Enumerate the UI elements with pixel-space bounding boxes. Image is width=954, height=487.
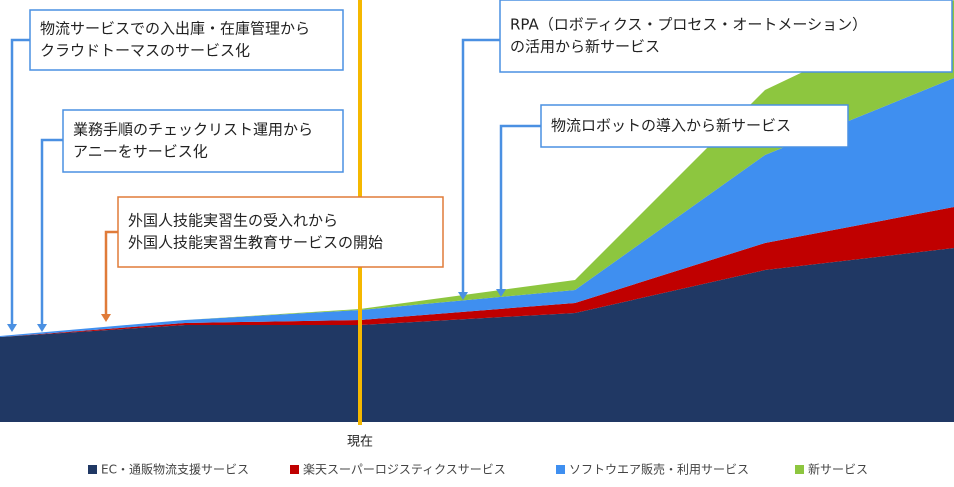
annotation-arrow — [499, 124, 541, 291]
legend-swatch — [88, 465, 97, 474]
annotation-box — [117, 196, 444, 268]
legend-swatch — [556, 465, 565, 474]
legend-label: EC・通販物流支援サービス — [101, 463, 249, 477]
annotation-text: 外国人技能実習生教育サービスの開始 — [128, 234, 383, 252]
area-series — [0, 207, 954, 337]
arrow-head — [496, 289, 506, 297]
annotation-text: 外国人技能実習生の受入れから — [128, 212, 338, 230]
annotation-text: の活用から新サービス — [510, 38, 660, 56]
annotation-box — [29, 9, 344, 71]
arrow-head — [101, 314, 111, 322]
annotation-text: 物流ロボットの導入から新サービス — [551, 117, 791, 135]
annotation-text: 物流サービスでの入出庫・在庫管理から — [40, 20, 310, 38]
annotation-arrow — [104, 230, 118, 316]
legend-swatch — [290, 465, 299, 474]
annotation-text: クラウドトーマスのサービス化 — [40, 42, 250, 60]
now-label: 現在 — [347, 435, 373, 450]
annotation-text: 業務手順のチェックリスト運用から — [73, 121, 313, 139]
arrow-head — [37, 324, 47, 332]
legend: EC・通販物流支援サービス 楽天スーパーロジスティクスサービス ソフトウエア販売・利… — [88, 462, 868, 477]
annotation-arrow — [10, 38, 30, 326]
annotation-text: RPA（ロボティクス・プロセス・オートメーション） — [510, 16, 867, 34]
legend-swatch — [795, 465, 804, 474]
legend-label: 新サービス — [808, 462, 868, 477]
annotation-arrow — [40, 138, 63, 326]
annotation-box — [62, 109, 344, 173]
annotations: 物流サービスでの入出庫・在庫管理からクラウドトーマスのサービス化業務手順のチェッ… — [7, 0, 953, 332]
legend-label: 楽天スーパーロジスティクスサービス — [303, 463, 506, 477]
annotation-box — [540, 104, 849, 148]
arrow-head — [7, 324, 17, 332]
annotation-text: アニーをサービス化 — [73, 143, 208, 161]
annotation-arrow — [461, 38, 500, 294]
annotation-box — [499, 0, 953, 73]
arrow-head — [458, 292, 468, 300]
legend-label: ソフトウエア販売・利用サービス — [569, 462, 749, 477]
area-series — [0, 78, 954, 337]
area-series — [0, 248, 954, 422]
